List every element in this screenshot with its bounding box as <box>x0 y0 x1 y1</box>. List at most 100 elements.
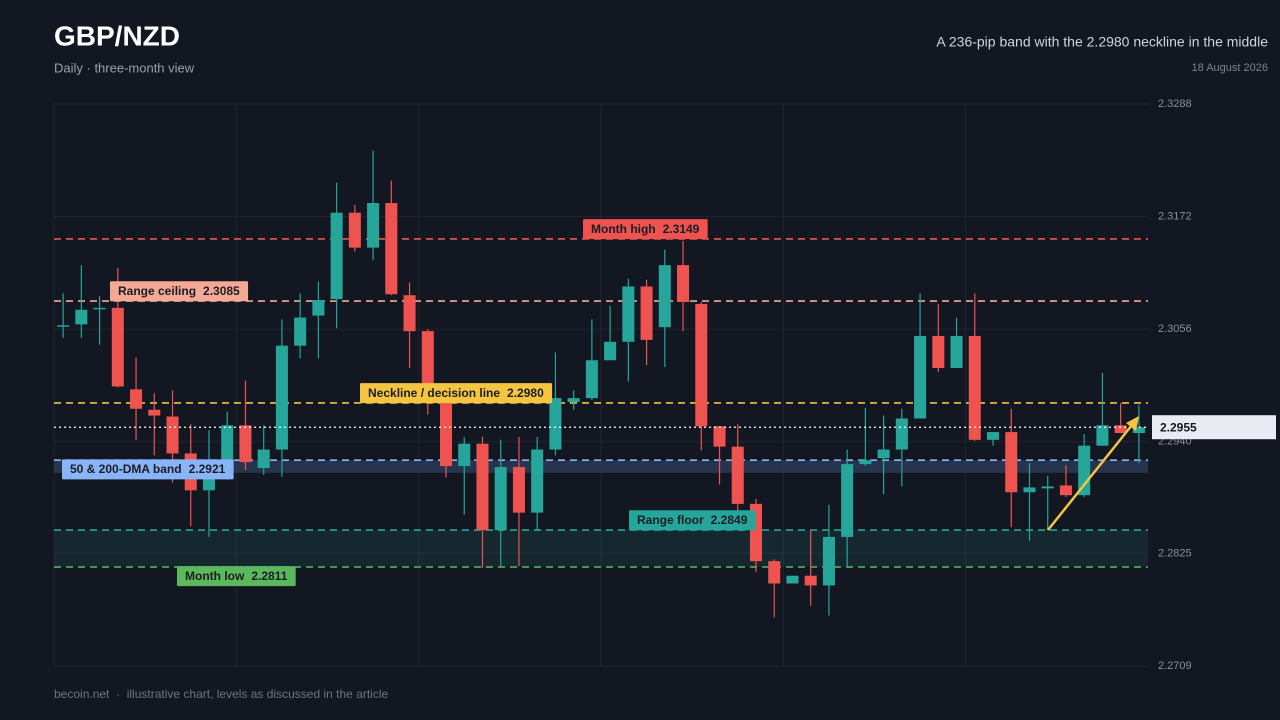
level-label-text: 50 & 200-DMA band 2.2921 <box>70 462 226 476</box>
level-label-bg <box>62 459 234 480</box>
candle-body <box>312 300 325 316</box>
candle-body <box>622 286 635 342</box>
labels: Month high 2.3149 Range ceiling 2.3085 Neckl… <box>54 219 1276 587</box>
candle-body <box>822 536 835 586</box>
candle-body <box>768 561 781 584</box>
candle-body <box>531 449 544 513</box>
level-value: 2.2921 <box>189 462 226 476</box>
trend-arrow <box>1047 416 1139 531</box>
candle-body <box>221 425 234 463</box>
range-zone <box>54 530 1148 567</box>
last-price-box <box>1152 415 1276 440</box>
candle-body <box>494 467 507 531</box>
candle-body <box>130 389 143 409</box>
candle-body <box>439 398 453 467</box>
y-tick-label: 2.2825 <box>1158 547 1192 559</box>
candle-body <box>1005 432 1018 493</box>
candle-body <box>367 203 380 248</box>
candle-body <box>1059 485 1072 496</box>
candle-body <box>275 345 288 450</box>
level-label-text: Range floor 2.2849 <box>637 513 748 527</box>
level-label: Month high 2.3149 <box>583 219 708 240</box>
candle-body <box>403 295 416 332</box>
level-value: 2.2811 <box>251 569 287 583</box>
candle-body <box>604 341 617 361</box>
candle-body <box>1078 445 1091 496</box>
level-label-text: Range ceiling 2.3085 <box>118 284 240 298</box>
candle-body <box>1132 427 1145 434</box>
level-name: Month low <box>185 569 245 583</box>
candle-body <box>914 335 927 419</box>
candle-body <box>257 449 270 468</box>
arrow-line <box>1047 424 1133 531</box>
level-name: 50 & 200-DMA band <box>70 462 182 476</box>
level-label-bg <box>583 219 708 240</box>
level-label-bg <box>177 566 296 587</box>
candle-body <box>294 317 307 346</box>
candle-body <box>57 325 70 327</box>
candle-body <box>239 425 252 463</box>
level-label-bg <box>110 281 249 302</box>
candle-body <box>549 398 562 450</box>
candle-body <box>93 307 106 310</box>
level-label: 50 & 200-DMA band 2.2921 <box>62 459 234 480</box>
level-label-bg <box>629 510 756 531</box>
candle-body <box>1114 425 1127 434</box>
level-label: Range ceiling 2.3085 <box>110 281 249 302</box>
y-tick-label: 2.2709 <box>1158 660 1192 672</box>
chart-title: GBP/NZD <box>54 20 180 51</box>
level-value: 2.3085 <box>203 284 240 298</box>
candle-body <box>567 398 580 402</box>
level-label-bg <box>360 383 553 404</box>
candle-body <box>859 460 872 465</box>
candle-body <box>166 416 179 454</box>
candle-body <box>640 286 653 340</box>
candle-body <box>841 464 854 537</box>
candle-body <box>695 303 708 427</box>
candle-body <box>804 575 817 586</box>
candle-body <box>895 418 908 450</box>
source: becoin.net · illustrative chart, levels … <box>54 687 388 701</box>
candle-body <box>385 203 398 295</box>
candles <box>57 150 1145 618</box>
level-label: Neckline / decision line 2.2980 <box>360 383 553 404</box>
candle-body <box>148 409 161 416</box>
candle-body <box>950 335 963 369</box>
level-label-text: Month high 2.3149 <box>591 222 700 236</box>
candle-body <box>75 309 88 325</box>
level-value: 2.3149 <box>663 222 700 236</box>
candle-body <box>731 446 744 504</box>
candle-body <box>713 426 726 447</box>
level-name: Range ceiling <box>118 284 196 298</box>
last-price-label: 2.2955 <box>1160 420 1197 434</box>
candle-body <box>658 265 671 328</box>
candle-body <box>1096 425 1109 446</box>
candle-body <box>1041 486 1054 489</box>
date: 18 August 2026 <box>1192 62 1268 74</box>
candle-body <box>348 212 361 248</box>
level-value: 2.2980 <box>507 386 544 400</box>
level-value: 2.2849 <box>711 513 748 527</box>
level-name: Month high <box>591 222 656 236</box>
candle-body <box>932 335 945 369</box>
chart-subtitle: Daily · three-month view <box>54 60 195 75</box>
candle-body <box>512 467 525 513</box>
y-tick-label: 2.3172 <box>1158 211 1192 223</box>
candle-body <box>476 443 489 531</box>
candle-body <box>421 331 434 399</box>
level-label: Range floor 2.2849 <box>629 510 756 531</box>
candle-body <box>986 432 1000 440</box>
level-name: Range floor <box>637 513 704 527</box>
y-tick-label: 2.3288 <box>1158 98 1192 110</box>
candle-body <box>458 443 471 467</box>
level-label-text: Month low 2.2811 <box>185 569 288 583</box>
level-label: Month low 2.2811 <box>177 566 296 587</box>
candle-body <box>1023 487 1036 493</box>
candle-body <box>111 307 124 387</box>
annotation: A 236-pip band with the 2.2980 neckline … <box>936 34 1268 50</box>
level-label-text: Neckline / decision line 2.2980 <box>368 386 544 400</box>
arrow-head <box>1126 416 1139 431</box>
candle-body <box>585 360 598 399</box>
level-name: Neckline / decision line <box>368 386 500 400</box>
